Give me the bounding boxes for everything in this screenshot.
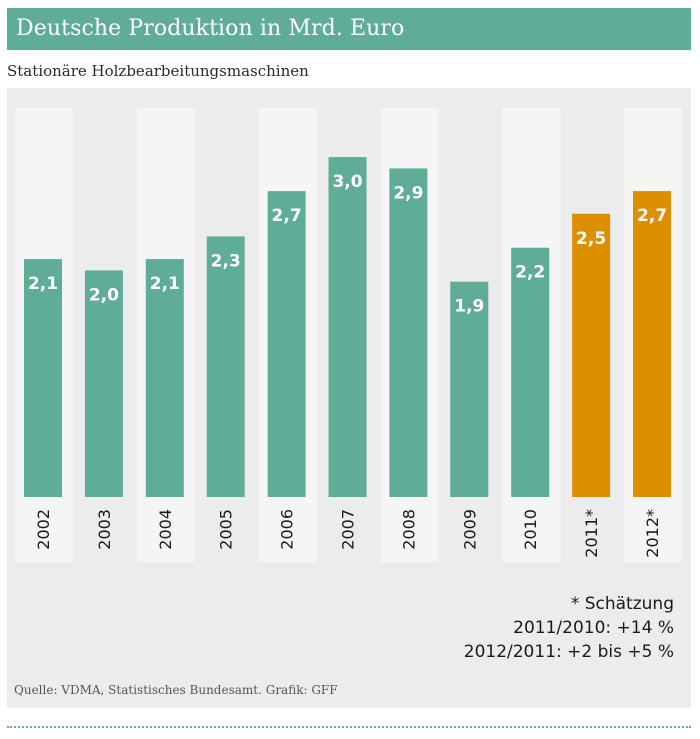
bar-value-label: 2,3 bbox=[211, 251, 241, 271]
bar-2008 bbox=[389, 168, 428, 497]
bar-2006 bbox=[267, 191, 306, 497]
bar-2010 bbox=[511, 247, 550, 497]
bar-2007 bbox=[328, 157, 367, 497]
bar-value-label: 1,9 bbox=[454, 297, 484, 317]
x-tick-label: 2003 bbox=[95, 509, 114, 550]
bar-2011-estimate bbox=[572, 213, 611, 497]
bar-2005 bbox=[206, 236, 245, 497]
chart-panel: 2,1 2002 2,0 2003 2,1 2004 2,3 2005 2,7 2006 3,0 20… bbox=[7, 88, 691, 708]
x-tick-label: 2002 bbox=[34, 509, 53, 550]
bar-value-label: 2,7 bbox=[637, 206, 667, 226]
x-tick-label: 2009 bbox=[460, 509, 479, 550]
bar-2003 bbox=[84, 270, 123, 497]
bar-value-label: 2,1 bbox=[28, 274, 58, 294]
bar-2002 bbox=[24, 259, 62, 497]
bar-value-label: 2,0 bbox=[89, 285, 119, 305]
bottom-divider bbox=[7, 726, 691, 728]
bar-value-label: 2,2 bbox=[515, 263, 545, 283]
bar-value-label: 2,9 bbox=[393, 183, 423, 203]
x-tick-label: 2007 bbox=[339, 509, 358, 550]
bar-2004 bbox=[145, 259, 184, 497]
x-tick-label: 2011* bbox=[582, 509, 601, 558]
x-tick-label: 2010 bbox=[521, 509, 540, 550]
x-tick-label: 2006 bbox=[278, 509, 297, 550]
chart-title: Deutsche Produktion in Mrd. Euro bbox=[7, 8, 691, 50]
bar-value-label: 3,0 bbox=[332, 172, 362, 192]
bar-value-label: 2,5 bbox=[576, 229, 606, 249]
chart-subtitle: Stationäre Holzbearbeitungsmaschinen bbox=[7, 62, 309, 80]
estimate-footnote: * Schätzung bbox=[570, 594, 674, 614]
bar-chart: 2,1 2002 2,0 2003 2,1 2004 2,3 2005 2,7 2006 3,0 20… bbox=[15, 108, 682, 562]
change-note-2012: 2012/2011: +2 bis +5 % bbox=[463, 642, 674, 662]
bar-value-label: 2,1 bbox=[150, 274, 180, 294]
chart-notes: * Schätzung 2011/2010: +14 % 2012/2011: … bbox=[464, 592, 674, 664]
change-note-2011: 2011/2010: +14 % bbox=[513, 618, 674, 638]
x-tick-label: 2004 bbox=[156, 509, 175, 550]
bar-value-label: 2,7 bbox=[272, 206, 302, 226]
bar-2009 bbox=[450, 281, 489, 497]
x-tick-label: 2005 bbox=[217, 509, 236, 550]
source-note: Quelle: VDMA, Statistisches Bundesamt. G… bbox=[14, 683, 338, 697]
x-tick-label: 2008 bbox=[399, 509, 418, 550]
bar-2012-estimate bbox=[633, 191, 671, 497]
x-tick-label: 2012* bbox=[643, 509, 662, 558]
